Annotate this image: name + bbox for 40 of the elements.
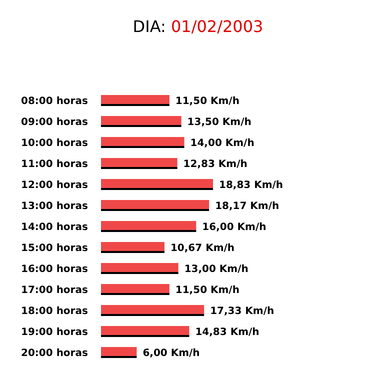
data-label: 18,17 Km/h (215, 201, 280, 212)
y-tick-label: 17:00 horas (21, 285, 88, 296)
bar (101, 116, 182, 127)
data-label: 13,00 Km/h (184, 264, 248, 275)
bar (101, 305, 204, 316)
chart-title: DIA: 01/02/2003 (132, 17, 264, 36)
y-tick-label: 13:00 horas (21, 201, 88, 212)
bar (101, 242, 164, 253)
y-tick-label: 08:00 horas (21, 96, 88, 107)
bar (101, 263, 178, 274)
data-label: 10,67 Km/h (170, 243, 235, 254)
data-label: 11,50 Km/h (175, 96, 240, 107)
bar (101, 95, 170, 106)
y-tick-label: 15:00 horas (21, 243, 88, 254)
bar (101, 347, 137, 358)
data-label: 14,83 Km/h (195, 327, 260, 338)
y-tick-label: 10:00 horas (21, 138, 88, 149)
y-tick-label: 14:00 horas (21, 222, 88, 233)
y-tick-label: 19:00 horas (21, 327, 88, 338)
bar (101, 221, 196, 232)
bar (101, 179, 213, 190)
data-label: 17,33 Km/h (210, 306, 274, 317)
bar (101, 158, 178, 169)
data-label: 14,00 Km/h (190, 138, 254, 149)
data-label: 13,50 Km/h (187, 117, 252, 128)
y-tick-label: 11:00 horas (21, 159, 88, 170)
y-tick-label: 18:00 horas (21, 306, 88, 317)
y-tick-label: 12:00 horas (21, 180, 88, 191)
bar (101, 326, 190, 337)
data-label: 11,50 Km/h (175, 285, 240, 296)
y-tick-label: 09:00 horas (21, 117, 88, 128)
y-tick-label: 16:00 horas (21, 264, 88, 275)
bar (101, 284, 170, 295)
data-label: 6,00 Km/h (142, 348, 200, 359)
data-label: 18,83 Km/h (219, 180, 284, 191)
bar (101, 200, 210, 211)
bar (101, 137, 184, 148)
data-label: 16,00 Km/h (202, 222, 266, 233)
y-tick-label: 20:00 horas (21, 348, 88, 359)
data-label: 12,83 Km/h (183, 159, 248, 170)
